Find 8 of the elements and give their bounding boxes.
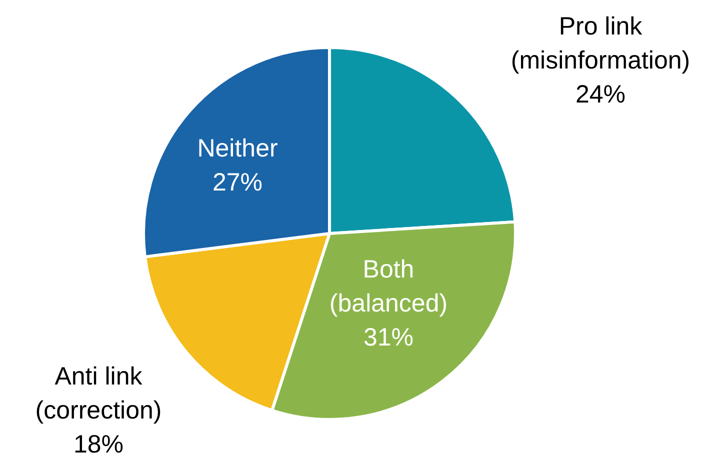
data-label: 31% [363,324,414,352]
slice-label: Pro link (misinformation) [510,12,690,74]
slice-label: Anti link (correction) [35,362,162,424]
data-label: 18% [73,430,124,458]
slice-label: Both (balanced) [329,256,448,318]
data-label: 24% [575,80,626,108]
data-label: 27% [212,168,263,196]
slice-label: Neither [197,134,278,162]
